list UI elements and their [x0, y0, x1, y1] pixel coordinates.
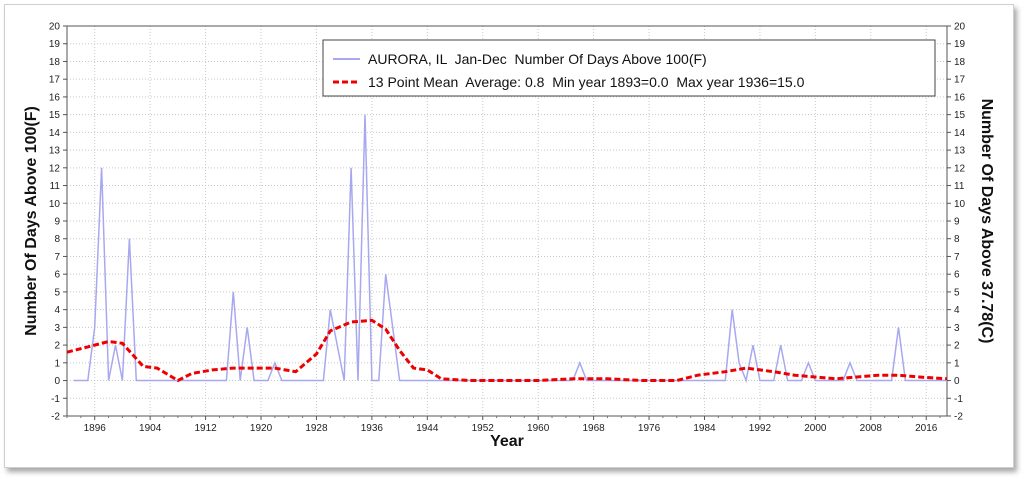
x-tick-label: 1904 [139, 423, 162, 434]
x-tick-label: 1944 [416, 423, 439, 434]
y-tick-label-right: 5 [954, 287, 960, 298]
y-tick-label-left: 13 [49, 146, 61, 157]
y-tick-label-right: -2 [954, 412, 963, 423]
y-tick-label-left: 15 [49, 110, 61, 121]
y-tick-label-left: 20 [49, 22, 61, 33]
y-tick-label-right: 18 [954, 57, 966, 68]
y-tick-label-left: 2 [54, 341, 60, 352]
legend-label-series-1: AURORA, IL Jan-Dec Number Of Days Above … [368, 51, 707, 67]
y-tick-label-left: 1 [54, 358, 60, 369]
x-tick-label: 1968 [582, 423, 605, 434]
x-tick-label: 2000 [804, 423, 827, 434]
x-tick-label: 2016 [915, 423, 938, 434]
legend-label-series-2: 13 Point Mean Average: 0.8 Min year 1893… [368, 74, 805, 90]
y-tick-label-left: -2 [51, 412, 60, 423]
y-tick-label-left: 11 [50, 181, 61, 192]
y-tick-label-right: 14 [954, 128, 966, 139]
y-tick-label-right: 19 [954, 39, 966, 50]
y-tick-label-right: 9 [954, 217, 960, 228]
y-tick-label-left: 12 [49, 163, 61, 174]
x-tick-label: 1984 [693, 423, 716, 434]
x-tick-label: 1960 [527, 423, 550, 434]
y-tick-label-left: 19 [49, 39, 61, 50]
y-tick-label-right: 4 [954, 305, 960, 316]
y-tick-label-right: 2 [954, 341, 960, 352]
x-axis: 1896 1904 1912 1920 1928 1936 1944 1952 1960 1968… [66, 416, 941, 434]
y-tick-label-left: 8 [54, 234, 60, 245]
series-line-1 [73, 114, 947, 384]
y-tick-label-left: 7 [54, 252, 60, 263]
y-tick-label-left: 18 [49, 57, 61, 68]
y-tick-label-right: 11 [954, 181, 965, 192]
y-axis-title-left: Number Of Days Above 100(F) [23, 106, 40, 336]
y-tick-label-right: 1 [954, 358, 960, 369]
x-axis-title: Year [490, 433, 524, 450]
y-tick-label-left: 6 [54, 270, 60, 281]
y-tick-label-right: 10 [954, 199, 966, 210]
y-tick-label-left: 9 [54, 217, 60, 228]
x-tick-label: 1936 [361, 423, 384, 434]
y-tick-label-right: 12 [954, 163, 966, 174]
y-tick-label-right: 7 [954, 252, 960, 263]
series-layer [66, 114, 948, 384]
x-tick-label: 1912 [194, 423, 217, 434]
y-tick-label-right: 20 [954, 22, 966, 33]
series-line-2 [66, 318, 948, 383]
legend-box [322, 39, 936, 97]
x-tick-label: 2008 [860, 423, 883, 434]
y-tick-label-left: 0 [54, 376, 60, 387]
x-tick-label: 1992 [749, 423, 772, 434]
x-tick-label: 1896 [84, 423, 107, 434]
y-tick-label-left: 10 [49, 199, 61, 210]
y-tick-label-right: 16 [954, 92, 966, 103]
x-tick-label: 1952 [472, 423, 495, 434]
y-tick-label-right: 6 [954, 270, 960, 281]
grid-lines [67, 25, 947, 417]
y-tick-label-right: 0 [954, 376, 960, 387]
x-tick-label: 1976 [638, 423, 661, 434]
x-tick-label: 1920 [250, 423, 273, 434]
y-axis-title-right: Number Of Days Above 37.78(C) [978, 99, 995, 344]
y-tick-label-right: 17 [954, 75, 966, 86]
x-tick-label: 1928 [305, 423, 328, 434]
y-tick-label-left: 5 [54, 287, 60, 298]
chart-frame: -2 -1 0 1 2 3 4 5 6 7 8 9 10 11 12 13 14 15 16 17 18 19 20 -2-… [4, 4, 1014, 468]
y-tick-label-left: -1 [51, 394, 60, 405]
y-tick-label-right: 15 [954, 110, 966, 121]
y-tick-label-left: 3 [54, 323, 60, 334]
y-tick-label-right: 13 [954, 146, 966, 157]
y-tick-label-left: 14 [49, 128, 61, 139]
y-tick-label-right: 8 [954, 234, 960, 245]
y-tick-label-left: 16 [49, 92, 61, 103]
y-tick-label-right: 3 [954, 323, 960, 334]
legend: AURORA, IL Jan-Dec Number Of Days Above … [322, 39, 936, 97]
y-tick-label-left: 17 [49, 75, 61, 86]
y-tick-label-right: -1 [954, 394, 963, 405]
y-tick-label-left: 4 [54, 305, 60, 316]
